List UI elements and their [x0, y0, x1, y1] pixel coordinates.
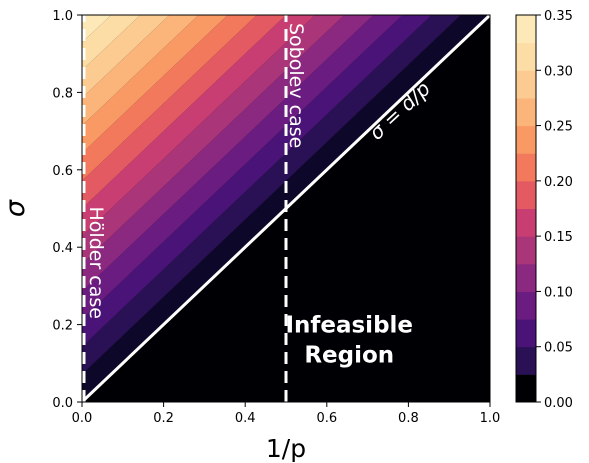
x-tick-label: 0.2 — [153, 411, 174, 426]
y-tick-label: 0.6 — [52, 164, 73, 179]
infeasible-region-label: Region — [304, 342, 394, 368]
colorbar-tick-label: 0.10 — [544, 285, 573, 300]
contour-band — [82, 15, 170, 98]
colorbar-segment — [516, 153, 536, 182]
axes: 0.0 0.2 0.4 0.6 0.8 1.0 0.0 0.2 0.4 0.6 0.8 1.0 1/p σ — [0, 9, 500, 463]
colorbar-segment — [516, 97, 536, 127]
x-tick-label: 1.0 — [480, 411, 501, 426]
y-tick-label: 0.0 — [52, 396, 73, 411]
x-tick-label: 0.4 — [235, 411, 256, 426]
colorbar-tick-label: 0.20 — [544, 175, 573, 190]
y-tick-label: 1.0 — [52, 9, 73, 24]
reference-lines — [82, 15, 490, 402]
colorbar-segment — [516, 180, 536, 209]
y-tick-label: 0.4 — [52, 241, 73, 256]
contour-band — [82, 15, 432, 347]
x-tick-label: 0.8 — [398, 411, 419, 426]
contour-band — [82, 15, 141, 71]
x-tick-label: 0.0 — [72, 411, 93, 426]
colorbar-tick-label: 0.15 — [544, 230, 573, 245]
plot-frame — [81, 14, 491, 403]
y-axis-label: σ — [0, 199, 31, 217]
colorbar-segment — [516, 125, 536, 154]
x-tick-label: 0.6 — [316, 411, 337, 426]
holder-case-label: Hölder case — [85, 207, 107, 319]
colorbar-segment — [516, 15, 536, 44]
colorbar-segment — [516, 263, 536, 292]
colorbar-segment — [516, 346, 536, 375]
contour-band — [82, 15, 461, 375]
colorbar-frame — [515, 14, 537, 403]
contour-band — [82, 15, 199, 126]
colorbar-tick-label: 0.25 — [544, 120, 573, 135]
contour-band — [82, 15, 286, 209]
colorbar-tick-label: 0.30 — [544, 64, 573, 79]
y-tick-label: 0.8 — [52, 86, 73, 101]
y-tick-label: 0.2 — [52, 319, 73, 334]
colorbar-segment — [516, 319, 536, 348]
colorbar-segment — [516, 374, 536, 403]
contour-band — [82, 15, 345, 264]
contour-band — [82, 15, 257, 181]
colorbar-segment — [516, 208, 536, 237]
colorbar-tick-label: 0.35 — [544, 9, 573, 24]
colorbar-segment — [516, 291, 536, 320]
colorbar-segment — [516, 42, 536, 71]
colorbar-tick-label: 0.05 — [544, 341, 573, 356]
contour-band — [82, 15, 374, 292]
colorbar-tick-label: 0.00 — [544, 396, 573, 411]
contour-band — [82, 15, 316, 237]
colorbar-segment — [516, 236, 536, 265]
colorbar-segment — [516, 70, 536, 99]
sobolev-case-label: Sobolev case — [285, 23, 307, 148]
infeasible-region-label: Infeasible — [285, 312, 413, 338]
x-axis-label: 1/p — [266, 434, 306, 463]
contour-band — [82, 15, 403, 320]
colorbar: 0.00 0.05 0.10 0.15 0.20 0.25 0.30 0.35 — [515, 9, 573, 411]
contour-band — [82, 15, 228, 154]
